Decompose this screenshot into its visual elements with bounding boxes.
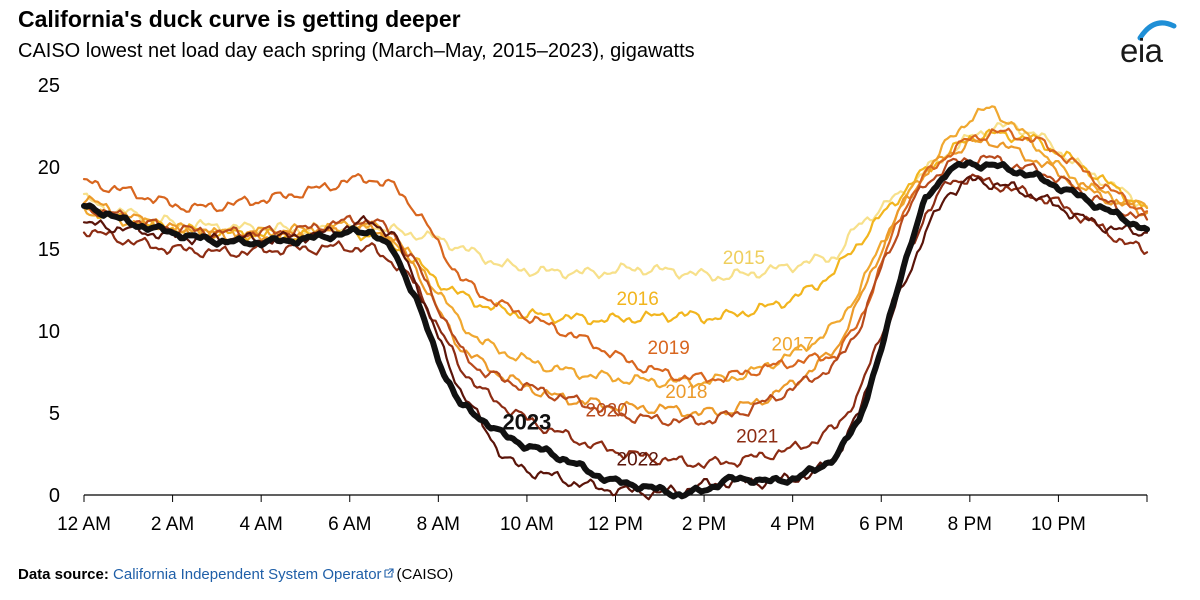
series-label-2021: 2021 [736, 427, 778, 448]
eia-logo-text: eia [1120, 32, 1163, 69]
series-label-2023: 2023 [502, 409, 551, 434]
series-line-2021 [82, 173, 1149, 469]
series-line-2022 [82, 175, 1149, 501]
y-tick-label: 5 [49, 403, 60, 425]
external-link-icon [383, 568, 394, 578]
x-tick-label: 6 PM [859, 514, 903, 535]
source-label: Data source: [18, 566, 109, 583]
series-label-2020: 2020 [586, 400, 628, 421]
series-label-2018: 2018 [665, 382, 707, 403]
x-tick-label: 6 AM [328, 514, 371, 535]
series-line-2017 [82, 105, 1149, 389]
series-layer [81, 105, 1150, 501]
series-line-2023 [81, 159, 1150, 500]
series-label-2022: 2022 [617, 449, 659, 470]
x-tick-label: 2 PM [682, 514, 726, 535]
series-line-2018 [82, 138, 1149, 418]
x-tick-label: 12 PM [588, 514, 643, 535]
series-label-2016: 2016 [617, 289, 659, 310]
x-tick-label: 8 AM [417, 514, 460, 535]
series-line-2020 [82, 154, 1149, 427]
duck-curve-chart: 12 AM 2 AM 4 AM 6 AM 8 AM 10 AM 12 PM 2 PM 4 PM 6… [38, 75, 1150, 535]
series-label-2015: 2015 [723, 248, 765, 269]
chart-title: California's duck curve is getting deepe… [18, 6, 461, 32]
x-tick-label: 12 AM [57, 514, 111, 535]
x-tick-label: 4 PM [770, 514, 814, 535]
x-tick-label: 4 AM [240, 514, 283, 535]
y-tick-label: 10 [38, 321, 60, 343]
y-tick-label: 25 [38, 75, 60, 97]
x-tick-label: 2 AM [151, 514, 194, 535]
x-tick-label: 10 PM [1031, 514, 1086, 535]
eia-logo: eia [1118, 14, 1178, 70]
series-label-2017: 2017 [772, 335, 814, 356]
x-tick-label: 10 AM [500, 514, 554, 535]
source-link[interactable]: California Independent System Operator [113, 566, 382, 583]
x-tick-label: 8 PM [948, 514, 992, 535]
source-suffix: (CAISO) [396, 566, 454, 583]
y-tick-label: 0 [49, 485, 60, 507]
y-tick-label: 15 [38, 239, 60, 261]
series-label-2019: 2019 [648, 338, 690, 359]
series-line-2015 [82, 121, 1149, 282]
series-labels-layer: 2015 2016 2017 2018 2019 2020 2021 2022 2023 [502, 248, 813, 471]
y-tick-label: 20 [38, 157, 60, 179]
chart-axes: 12 AM 2 AM 4 AM 6 AM 8 AM 10 AM 12 PM 2 PM 4 PM 6… [38, 75, 1148, 535]
series-line-2019 [82, 127, 1149, 383]
series-line-2016 [82, 128, 1149, 326]
chart-subtitle: CAISO lowest net load day each spring (M… [18, 40, 695, 62]
eia-logo-icon [1137, 20, 1177, 41]
data-source: Data source: California Independent Syst… [18, 566, 453, 583]
